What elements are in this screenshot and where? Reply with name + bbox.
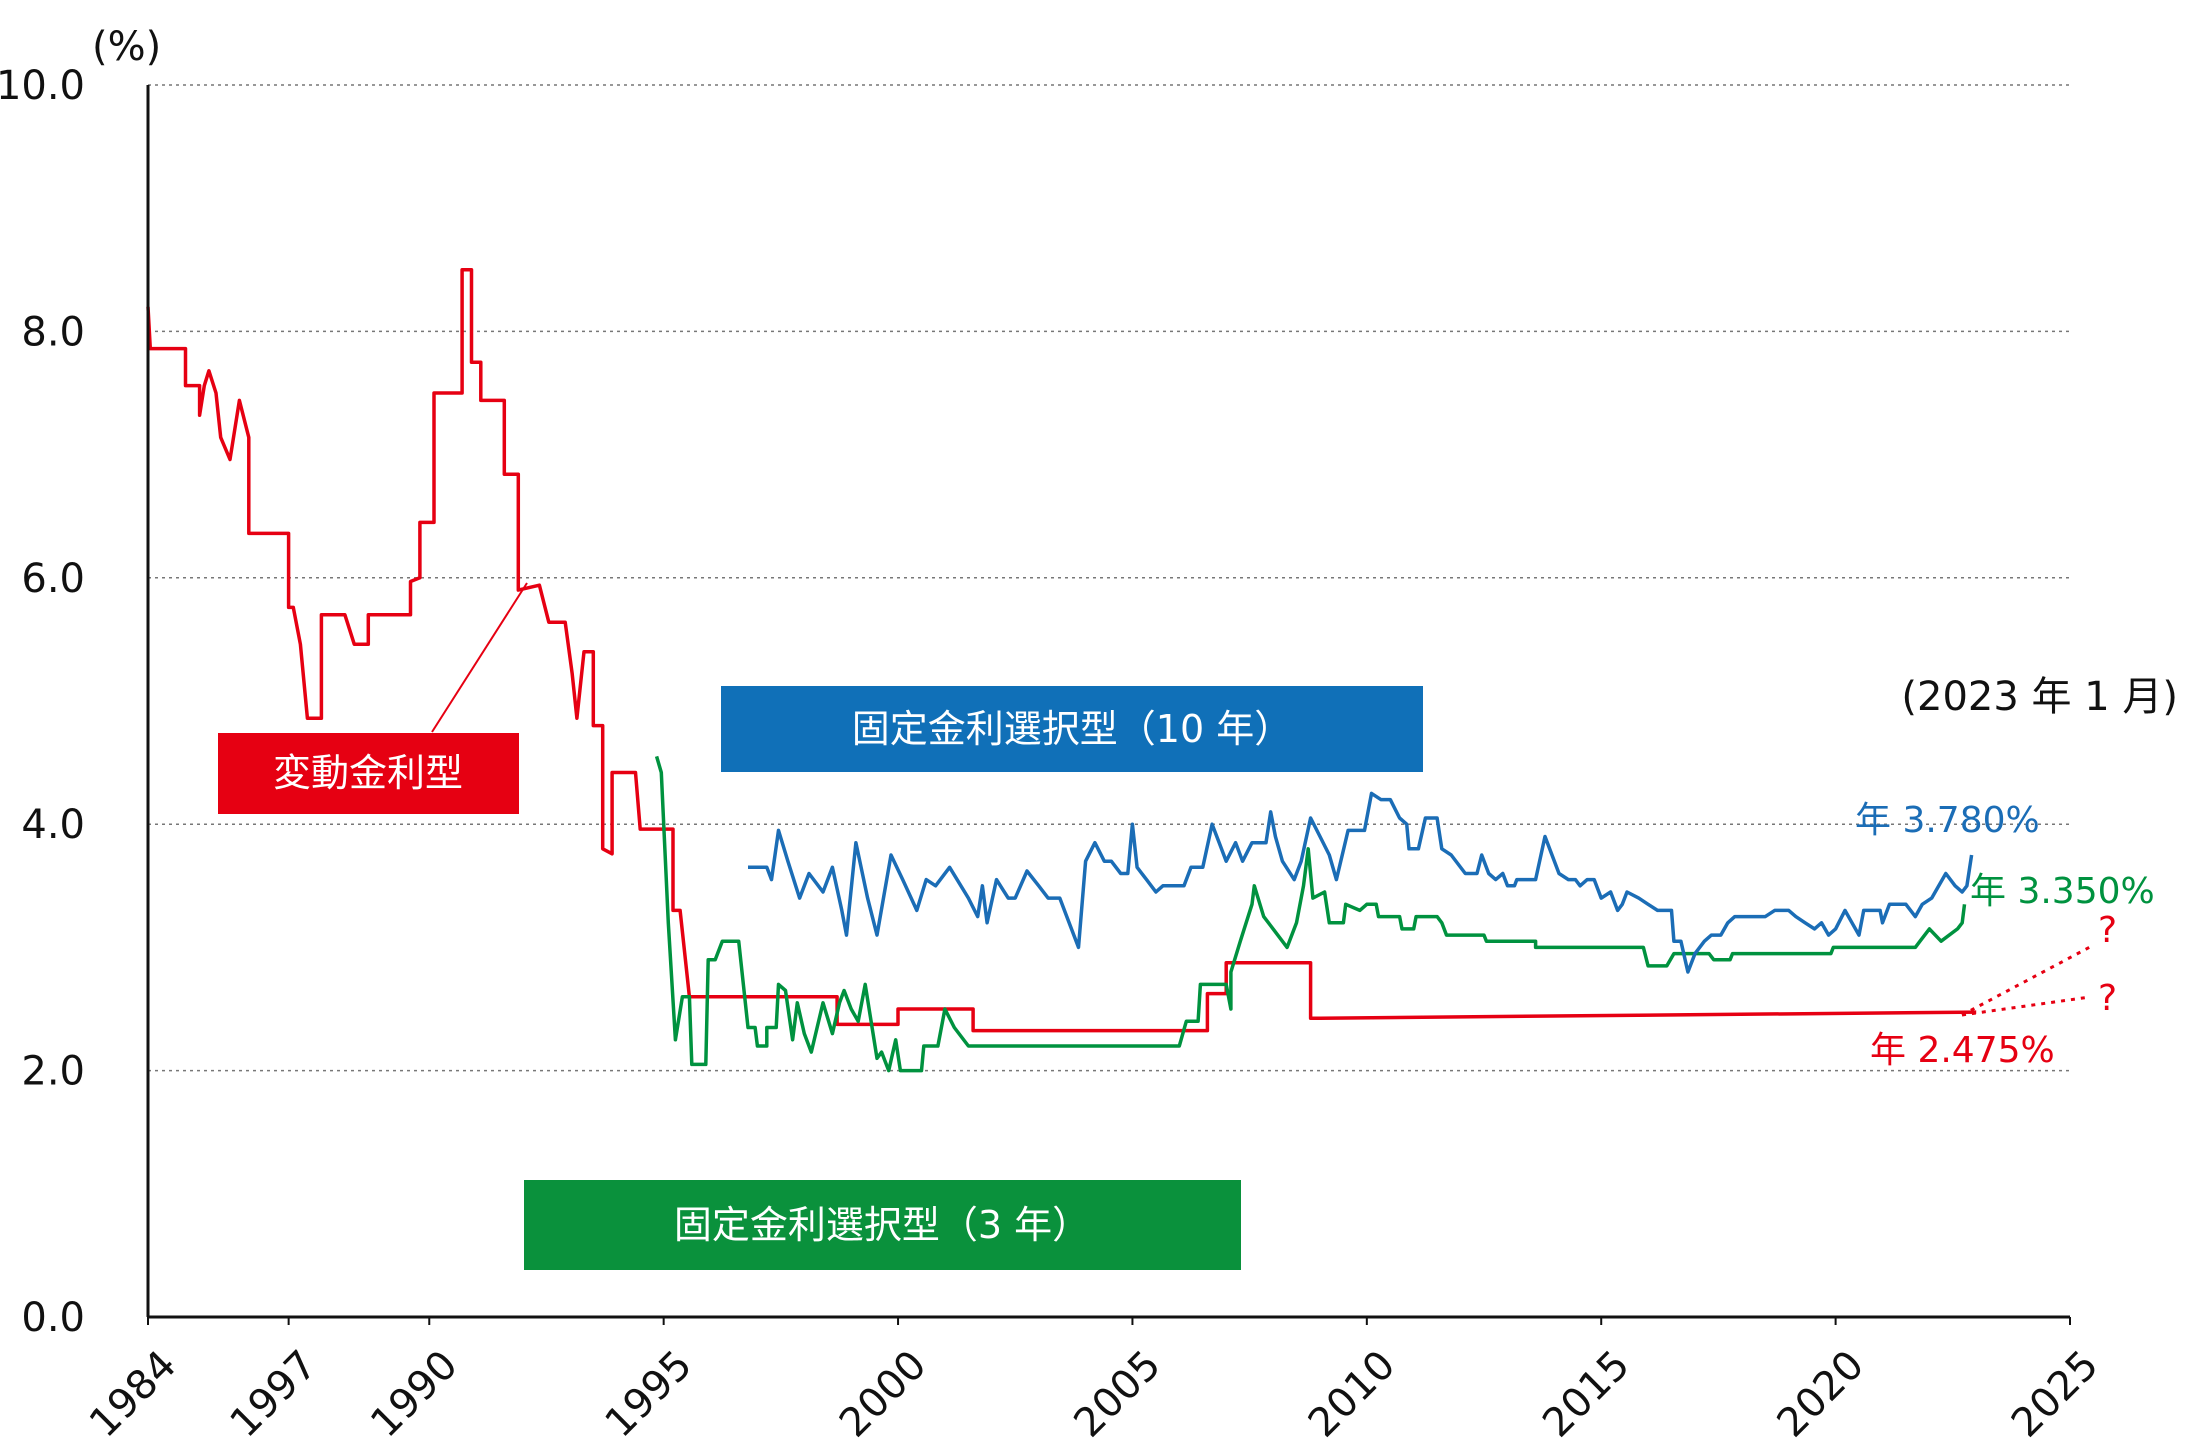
x-tick-label: 2020 — [1769, 1342, 1874, 1446]
x-tick-label: 2010 — [1300, 1342, 1405, 1446]
projection-line-up — [1961, 945, 2091, 1017]
fixed10-end-label: 年 3.780% — [1855, 800, 2040, 841]
y-unit-label: (%) — [92, 24, 161, 70]
floating-end-label: 年 2.475% — [1870, 1030, 2055, 1071]
x-tick-label: 1997 — [222, 1342, 327, 1446]
y-tick-label: 10.0 — [0, 63, 85, 109]
series-line-1 — [654, 755, 1967, 1073]
y-tick-label: 0.0 — [21, 1295, 85, 1341]
floating-leader-line — [431, 582, 528, 733]
projection-line-flat — [1961, 995, 2091, 1017]
date-note: (2023 年 1 月) — [1901, 674, 2178, 720]
question-mark-upper: ? — [2098, 910, 2117, 951]
series-lines — [146, 268, 1977, 1073]
x-tick-label: 2015 — [1534, 1342, 1639, 1446]
floating-label: 変動金利型 — [273, 751, 463, 795]
x-tick-labels: 1984 1997 1990 1995 2000 2005 2010 2015 2020 2025 — [81, 1317, 2108, 1446]
x-tick-label: 1995 — [597, 1342, 702, 1446]
floating-label-box: 変動金利型 — [218, 733, 519, 814]
series-line-2 — [748, 791, 1974, 974]
series-line-0 — [146, 268, 1977, 1033]
x-tick-label: 2005 — [1065, 1342, 1170, 1446]
y-tick-labels: 0.0 2.0 4.0 6.0 8.0 10.0 — [0, 63, 85, 1341]
fixed3-label: 固定金利選択型（3 年） — [674, 1203, 1090, 1247]
y-tick-label: 6.0 — [21, 556, 85, 602]
fixed10-label-box: 固定金利選択型（10 年） — [721, 686, 1423, 772]
question-mark-lower: ? — [2098, 978, 2117, 1019]
y-tick-label: 2.0 — [21, 1049, 85, 1095]
fixed3-label-box: 固定金利選択型（3 年） — [524, 1180, 1241, 1270]
fixed3-end-label: 年 3.350% — [1970, 871, 2155, 912]
x-tick-label: 1990 — [362, 1342, 467, 1446]
y-tick-label: 8.0 — [21, 309, 85, 355]
x-tick-label: 2000 — [831, 1342, 936, 1446]
fixed10-label: 固定金利選択型（10 年） — [852, 707, 1292, 751]
x-tick-label: 1984 — [81, 1342, 186, 1446]
grid-lines — [148, 84, 2070, 1072]
x-tick-label: 2025 — [2003, 1342, 2108, 1446]
y-tick-label: 4.0 — [21, 802, 85, 848]
